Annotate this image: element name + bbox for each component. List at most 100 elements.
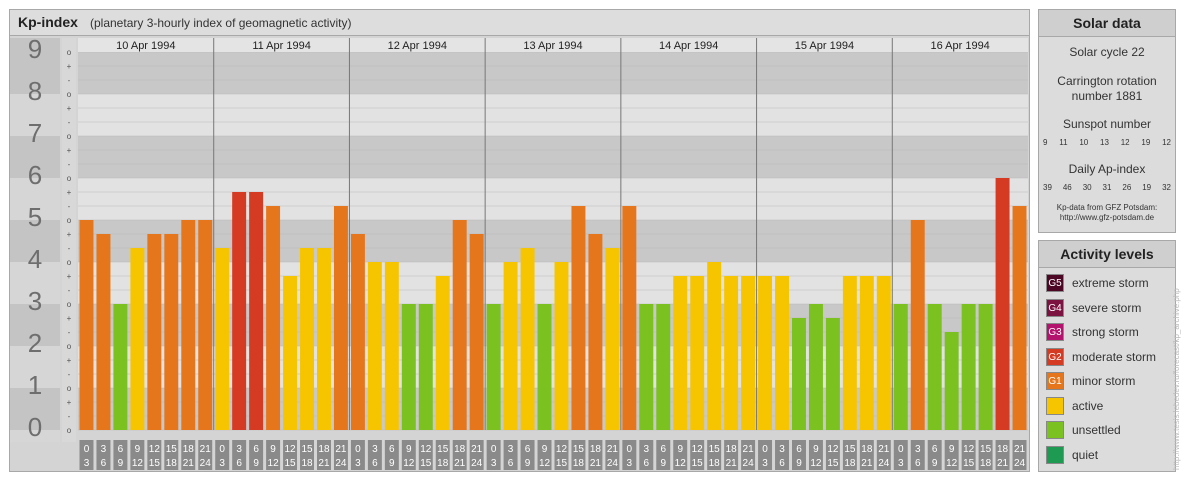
interval-end-label: 6: [779, 458, 785, 469]
interval-cell: [605, 440, 620, 470]
kp-bar: [113, 304, 128, 430]
sub-tick-label: -: [68, 202, 71, 211]
interval-cell: [469, 440, 484, 470]
kp-bar: [401, 304, 416, 430]
interval-end-label: 12: [810, 458, 822, 469]
y-band-left: [10, 262, 60, 304]
interval-cell: [554, 440, 569, 470]
interval-cell: [350, 440, 365, 470]
kp-bar: [181, 220, 196, 430]
legend-item: quiet: [1046, 445, 1098, 464]
interval-start-label: 3: [236, 444, 242, 455]
interval-end-label: 21: [318, 458, 330, 469]
interval-end-label: 3: [491, 458, 497, 469]
legend-label: strong storm: [1072, 325, 1139, 339]
carrington-line2: number 1881: [1071, 89, 1143, 103]
interval-cell: [588, 440, 603, 470]
interval-end-label: 15: [827, 458, 839, 469]
legend-label: extreme storm: [1072, 276, 1149, 290]
interval-end-label: 24: [335, 458, 347, 469]
kp-bar: [96, 233, 111, 430]
interval-start-label: 3: [372, 444, 378, 455]
kp-bar: [266, 206, 281, 430]
day-label: 12 Apr 1994: [388, 40, 447, 52]
interval-start-label: 21: [471, 444, 483, 455]
interval-end-label: 9: [253, 458, 259, 469]
kp-bar: [384, 262, 399, 430]
kp-bar: [198, 220, 213, 430]
interval-end-label: 15: [284, 458, 296, 469]
interval-start-label: 6: [932, 444, 938, 455]
interval-cell: [639, 440, 654, 470]
sub-tick-label: -: [68, 118, 71, 127]
interval-end-label: 6: [101, 458, 107, 469]
legend-item: G1 minor storm: [1046, 372, 1135, 390]
carrington-line1: Carrington rotation: [1057, 74, 1157, 88]
interval-end-label: 3: [762, 458, 768, 469]
sunspot-value: 19: [1141, 138, 1151, 147]
solar-data-title: Solar data: [1039, 10, 1175, 37]
sub-tick-column: [62, 38, 76, 442]
sunspot-value: 10: [1079, 138, 1089, 147]
interval-end-label: 9: [932, 458, 938, 469]
source-line2[interactable]: http://www.gfz-potsdam.de: [1059, 213, 1155, 222]
interval-end-label: 12: [132, 458, 144, 469]
interval-cell: [537, 440, 552, 470]
interval-cell: [79, 440, 94, 470]
kp-bar: [961, 304, 976, 430]
legend-swatch: G5: [1046, 274, 1064, 292]
ap-value: 31: [1102, 183, 1112, 192]
kp-bar: [690, 275, 705, 430]
interval-end-label: 21: [454, 458, 466, 469]
interval-end-label: 6: [644, 458, 650, 469]
day-label: 10 Apr 1994: [116, 40, 175, 52]
interval-start-label: 15: [573, 444, 585, 455]
interval-end-label: 9: [525, 458, 531, 469]
kp-bar: [215, 248, 230, 430]
legend-label: moderate storm: [1072, 349, 1157, 364]
kp-bar: [910, 220, 925, 430]
sunspot-title: Sunspot number: [1062, 117, 1152, 131]
interval-cell: [910, 440, 925, 470]
interval-end-label: 18: [301, 458, 313, 469]
kp-bar: [435, 275, 450, 430]
ap-value: 39: [1043, 183, 1052, 192]
kp-bar: [859, 275, 874, 430]
title-bar: [9, 9, 1030, 36]
sunspot-value: 12: [1120, 138, 1130, 147]
interval-cell: [792, 440, 806, 470]
interval-start-label: 6: [525, 444, 531, 455]
sub-tick-label: -: [68, 412, 71, 421]
interval-start-label: 12: [420, 444, 432, 455]
interval-cell: [418, 440, 433, 470]
kp-bar: [452, 220, 467, 430]
y-band-left: [10, 94, 60, 136]
day-label: 16 Apr 1994: [930, 40, 989, 52]
y-band-left: [10, 38, 60, 52]
kp-bar: [350, 233, 365, 430]
interval-end-label: 9: [389, 458, 395, 469]
interval-end-label: 12: [539, 458, 551, 469]
y-band-left: [10, 220, 60, 262]
interval-end-label: 21: [183, 458, 195, 469]
kp-bar: [232, 191, 247, 430]
ap-title: Daily Ap-index: [1068, 162, 1146, 176]
sunspot-value: 12: [1162, 138, 1171, 147]
kp-bar: [893, 304, 908, 430]
sub-tick-label: -: [68, 370, 71, 379]
interval-start-label: 15: [301, 444, 313, 455]
day-label: 13 Apr 1994: [523, 40, 582, 52]
y-tick-label: 3: [28, 286, 42, 316]
y-band-left: [10, 52, 60, 94]
interval-start-label: 9: [270, 444, 276, 455]
kp-bar: [808, 304, 823, 430]
legend-swatch: [1046, 421, 1064, 439]
source-line1: Kp-data from GFZ Potsdam:: [1056, 203, 1158, 212]
interval-cell: [707, 440, 722, 470]
y-band-left: [10, 178, 60, 220]
interval-cell: [317, 440, 331, 470]
kp-bar: [842, 275, 857, 430]
interval-start-label: 0: [491, 444, 497, 455]
interval-start-label: 12: [149, 444, 161, 455]
kp-bar: [588, 233, 603, 430]
